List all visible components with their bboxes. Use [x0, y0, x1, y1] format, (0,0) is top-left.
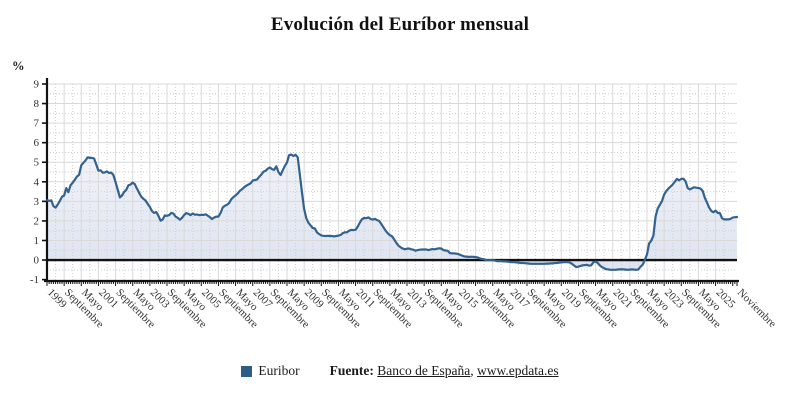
- grid-minor: [47, 84, 737, 280]
- y-axis-unit-label: %: [12, 59, 25, 73]
- x-tick-label: Noviembre: [735, 287, 779, 331]
- legend-item-euribor[interactable]: Euribor: [241, 363, 300, 379]
- source-link-epdata[interactable]: www.epdata.es: [477, 363, 559, 378]
- legend-label: Euribor: [258, 363, 300, 378]
- svg-text:0: 0: [34, 255, 40, 267]
- svg-text:9: 9: [34, 79, 40, 91]
- series-line-euribor: [45, 153, 739, 271]
- svg-text:2: 2: [34, 215, 40, 227]
- svg-text:1: 1: [34, 235, 40, 247]
- svg-text:5: 5: [34, 157, 40, 169]
- series-area-euribor: [47, 154, 737, 270]
- grid-major: [47, 83, 737, 280]
- chart-canvas: -1 0 1 2 3 4 5 6 7 8 9% 1999SeptiembreMayo2001Septi…: [12, 59, 779, 331]
- svg-text:6: 6: [34, 137, 40, 149]
- source-line: Fuente: Banco de España, www.epdata.es: [330, 363, 559, 379]
- source-link-banco-espana[interactable]: Banco de España: [377, 363, 471, 378]
- x-axis-labels: 1999SeptiembreMayo2001SeptiembreMayo2003…: [45, 287, 779, 331]
- source-separator: ,: [470, 363, 477, 378]
- y-axis-labels: -1 0 1 2 3 4 5 6 7 8 9: [30, 79, 47, 286]
- svg-text:8: 8: [34, 98, 40, 110]
- svg-text:3: 3: [34, 196, 40, 208]
- svg-text:4: 4: [34, 176, 40, 188]
- svg-text:7: 7: [34, 118, 40, 130]
- svg-text:-1: -1: [30, 274, 39, 286]
- chart-footer: Euribor Fuente: Banco de España, www.epd…: [0, 363, 800, 379]
- legend-swatch-euribor: [241, 365, 253, 377]
- source-prefix: Fuente:: [329, 363, 374, 378]
- chart-title: Evolución del Euríbor mensual: [270, 14, 530, 35]
- x-axis-ticks: [46, 281, 738, 286]
